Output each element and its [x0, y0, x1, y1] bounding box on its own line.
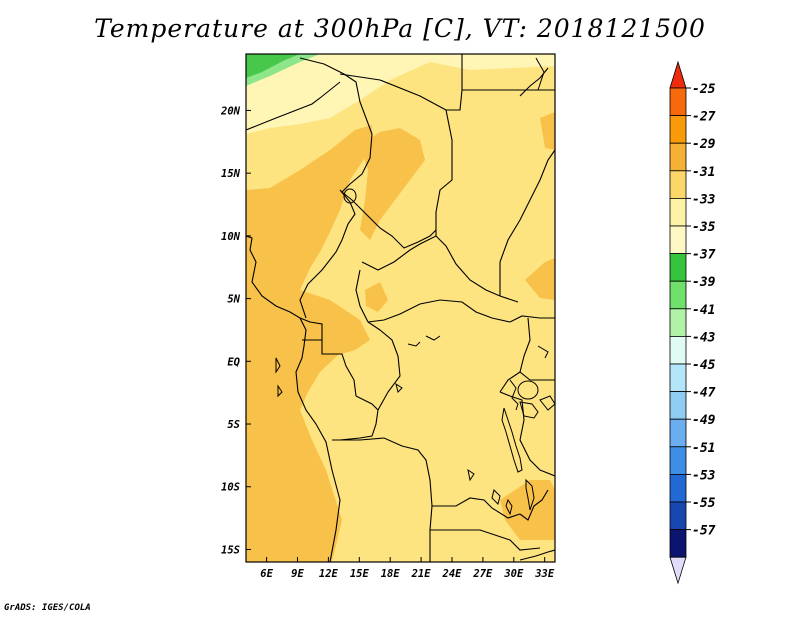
colorbar-bin — [669, 446, 687, 475]
lon-tick-label: 12E — [319, 568, 339, 580]
temperature-zone-warm-patch-e — [525, 258, 555, 300]
country-borders — [246, 54, 555, 562]
colorbar-bin — [669, 280, 687, 310]
lat-tick-label: 15S — [221, 544, 240, 556]
temperature-zone-green-dark — [246, 54, 300, 78]
colorbar-label: -37 — [692, 248, 716, 263]
colorbar-bin — [669, 225, 687, 255]
colorbar-bin — [669, 308, 687, 337]
colorbar-bottom-arrow — [669, 556, 687, 585]
colorbar-label: -41 — [692, 303, 715, 318]
colorbar-bin — [669, 253, 687, 282]
lon-tick-label: 30E — [503, 568, 524, 580]
colorbar-label: -51 — [692, 441, 715, 456]
colorbar-label: -33 — [692, 192, 716, 207]
colorbar-bin — [669, 335, 687, 365]
colorbar-label: -55 — [692, 496, 716, 511]
longitude-axis: 6E 9E 12E 15E 18E 21E 24E 27E 30E 33E — [260, 557, 555, 580]
colorbar-bin — [669, 473, 687, 503]
lat-tick-label: 5S — [227, 419, 240, 431]
lat-tick-label: 5N — [227, 294, 240, 306]
colorbar-bin — [669, 197, 687, 227]
temperature-zone-warm-west — [246, 125, 372, 562]
colorbar-bin — [669, 418, 687, 448]
colorbar-label: -39 — [692, 275, 716, 290]
colorbar-bin — [669, 115, 687, 144]
lon-tick-label: 15E — [350, 568, 370, 580]
colorbar-label: -53 — [692, 468, 716, 483]
colorbar-label: -31 — [692, 165, 715, 180]
lon-tick-label: 18E — [381, 568, 401, 580]
colorbar-label: -45 — [692, 358, 716, 373]
colorbar-bin — [669, 87, 687, 117]
plot-frame — [245, 53, 556, 563]
temperature-zone-warm-patch-ne — [540, 112, 555, 150]
lat-tick-label: EQ — [227, 356, 240, 368]
colorbar: -25 -27 -29 -31 -33 -35 -37 -39 -41 -43 -45 -47 -49 -… — [669, 60, 716, 585]
lakes — [275, 57, 555, 516]
temperature-zone-cool — [246, 54, 555, 134]
colorbar-label: -47 — [692, 386, 716, 401]
temperature-zone-warm-north — [360, 128, 425, 240]
lon-tick-label: 24E — [442, 568, 463, 580]
lat-tick-label: 20N — [220, 105, 241, 117]
lat-tick-label: 10N — [221, 231, 241, 243]
lat-tick-label: 10S — [221, 482, 240, 494]
colorbar-bin — [669, 501, 687, 531]
colorbar-label: -49 — [692, 413, 716, 428]
lon-tick-label: 9E — [291, 568, 304, 580]
grads-credit: GrADS: IGES/COLA — [4, 603, 91, 613]
colorbar-bin — [669, 142, 687, 172]
colorbar-label: -57 — [692, 524, 716, 539]
temperature-zone-warm-patch-se — [500, 480, 555, 540]
lat-tick-label: 15N — [221, 168, 241, 180]
temperature-plot — [246, 54, 555, 562]
colorbar-label: -35 — [692, 220, 716, 235]
lon-tick-label: 33E — [534, 568, 555, 580]
lon-tick-label: 21E — [411, 568, 432, 580]
lon-tick-label: 27E — [472, 568, 493, 580]
colorbar-label: -43 — [692, 330, 716, 345]
colorbar-top-arrow — [669, 60, 687, 89]
lon-tick-label: 6E — [260, 568, 273, 580]
map-title: Temperature at 300hPa [C], VT: 201812150… — [94, 14, 706, 43]
colorbar-bin — [669, 529, 687, 558]
colorbar-label: -25 — [692, 82, 716, 97]
latitude-axis: 20N 15N 10N 5N EQ 5S 10S 15S — [220, 105, 251, 556]
colorbar-label: -29 — [692, 137, 716, 152]
colorbar-bin — [669, 170, 687, 199]
colorbar-bin — [669, 363, 687, 393]
temperature-zone-warm-patch-central — [365, 282, 388, 312]
colorbar-bin — [669, 391, 687, 420]
colorbar-label: -27 — [692, 110, 716, 125]
